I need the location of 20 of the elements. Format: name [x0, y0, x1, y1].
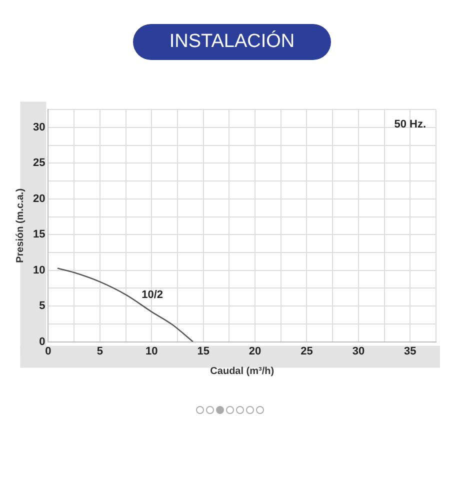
- y-tick-label: 25: [32, 157, 46, 170]
- line-series: [56, 268, 194, 342]
- x-tick-label: 20: [248, 345, 262, 358]
- y-tick-label: 10: [32, 264, 46, 276]
- y-tick-label: 15: [32, 228, 46, 241]
- x-tick-label: 25: [300, 345, 313, 358]
- y-tick-label: 20: [32, 192, 46, 205]
- x-axis-title: Caudal (m³/h): [210, 366, 274, 377]
- x-tick-label: 10: [146, 345, 158, 358]
- y-axis-title: Presión (m.c.a.): [14, 188, 26, 263]
- y-tick-label: 30: [32, 121, 46, 134]
- annotation: 50 Hz.: [394, 118, 426, 131]
- chart-title: INSTALACIÓN: [133, 24, 331, 60]
- y-tick-label: 0: [39, 336, 46, 348]
- x-tick-label: 5: [96, 345, 103, 358]
- y-tick-label: 5: [39, 300, 46, 312]
- x-tick-label: 35: [404, 345, 416, 358]
- x-tick-label: 30: [352, 345, 365, 358]
- x-tick-label: 15: [197, 345, 210, 358]
- series-label: 10/2: [142, 288, 164, 301]
